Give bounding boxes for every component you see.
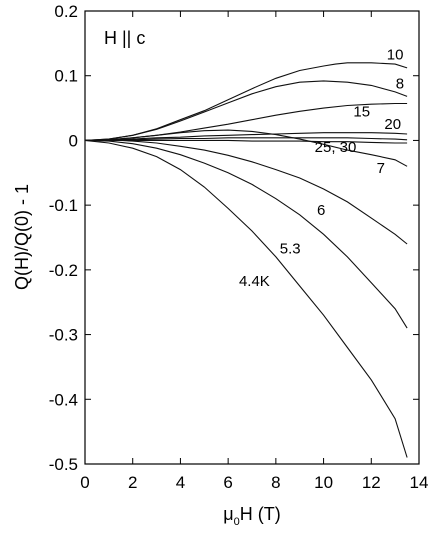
series-line-20 [84, 132, 408, 141]
x-tick-label: 4 [176, 473, 185, 492]
x-axis-title-rest: H (T) [240, 504, 281, 524]
x-axis-title-mu: μ [223, 504, 233, 524]
field-annotation: H || c [104, 28, 145, 48]
x-axis-title: μ0H (T) [223, 504, 280, 528]
series-label-0: 10 [387, 47, 404, 64]
y-tick-label: 0 [69, 131, 78, 150]
x-tick-label: 0 [80, 473, 89, 492]
x-tick-label: 14 [410, 473, 429, 492]
series-line-4.4K [84, 139, 408, 458]
series-label-6: 7 [377, 160, 385, 177]
y-tick-label: -0.3 [49, 326, 78, 345]
series-line-30 [85, 139, 408, 144]
series-label-8: 5.3 [280, 241, 301, 258]
x-tick-label: 12 [362, 473, 381, 492]
x-tick-label: 2 [128, 473, 137, 492]
series-line-6 [84, 139, 408, 245]
series-label-3: 20 [384, 116, 401, 133]
series-label-9: 4.4K [239, 273, 270, 290]
x-tick-label: 8 [271, 473, 280, 492]
y-tick-label: 0.1 [54, 67, 78, 86]
series-line-8 [84, 80, 408, 141]
series-label-1: 8 [396, 76, 404, 93]
series-line-25 [85, 137, 408, 141]
y-tick-label: -0.1 [49, 196, 78, 215]
series-line-5.3 [84, 139, 408, 329]
axis-ticks: 0 2 4 6 8 10 12 14 -0.5 -0.4 -0.3 -0.2 -0.1 0 0.1 0.2 [49, 2, 429, 492]
y-tick-label: -0.2 [49, 261, 78, 280]
y-tick-label: 0.2 [54, 2, 78, 21]
series-line-7 [84, 129, 408, 167]
x-tick-label: 10 [314, 473, 333, 492]
plot-frame [84, 10, 420, 465]
y-tick-label: -0.4 [49, 390, 78, 409]
x-axis-title-sub: 0 [234, 516, 240, 528]
series-lines [84, 62, 408, 458]
series-labels: 10 8 15 20 25, 30 7 6 5.3 4.4K [239, 47, 404, 290]
y-tick-label: -0.5 [49, 455, 78, 474]
series-label-7: 6 [317, 202, 325, 219]
series-label-5: 25, 30 [315, 139, 357, 156]
y-axis-title: Q(H)/Q(0) - 1 [12, 184, 32, 290]
series-line-10 [84, 62, 408, 141]
series-label-2: 15 [353, 103, 370, 120]
x-tick-label: 6 [223, 473, 232, 492]
